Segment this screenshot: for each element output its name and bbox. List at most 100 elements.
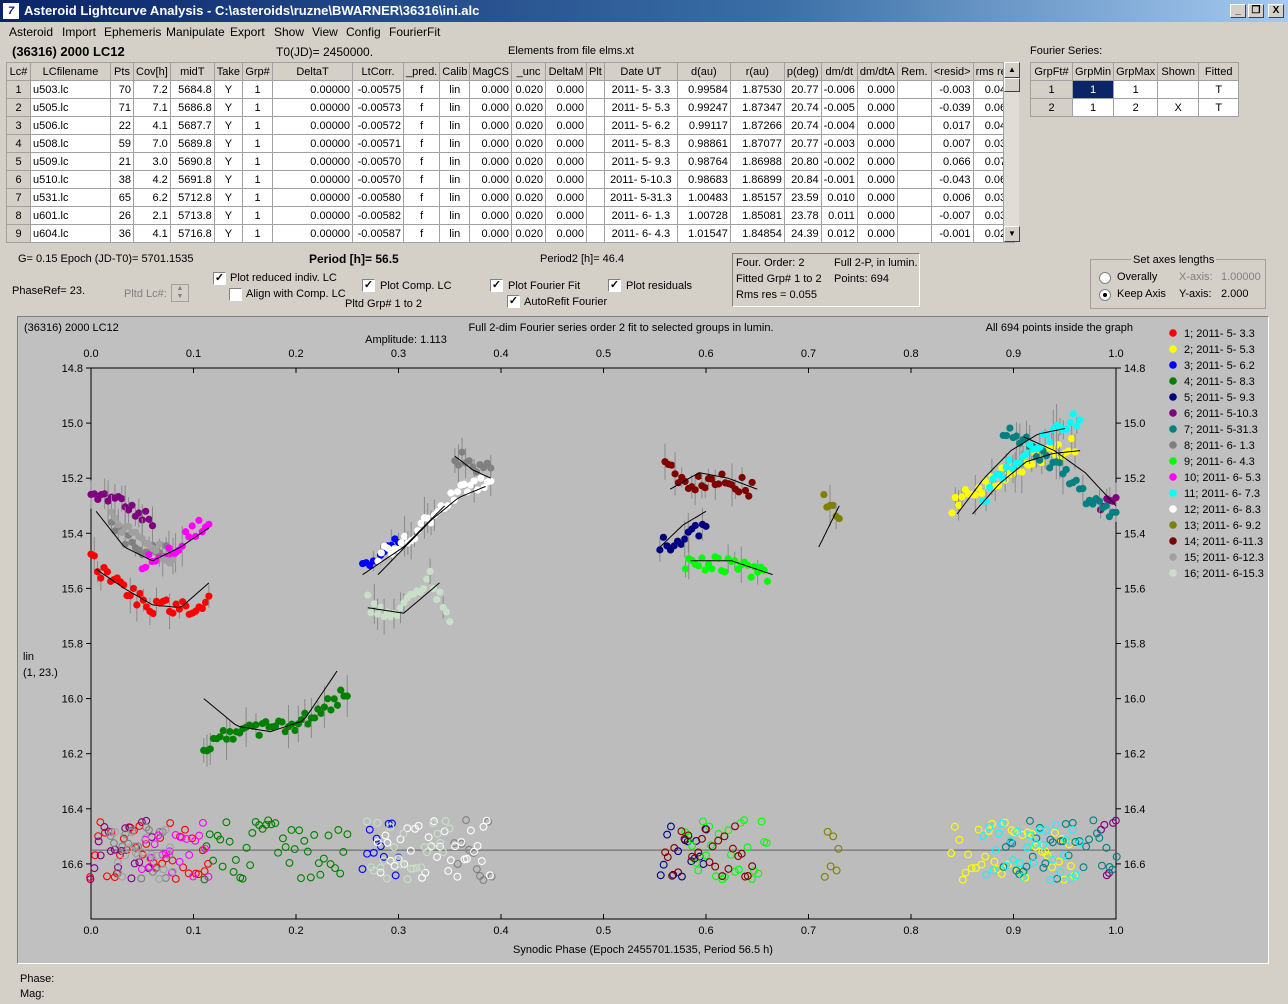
table-cell[interactable]: Y xyxy=(213,116,244,135)
fourier-cell[interactable]: 1 xyxy=(1071,98,1115,117)
table-cell[interactable]: 1.87530 xyxy=(729,80,785,99)
table-cell[interactable]: 0.000 xyxy=(545,170,588,189)
table-cell[interactable]: 0.000 xyxy=(856,134,898,153)
table-cell[interactable]: 0.020 xyxy=(511,134,547,153)
lc-column-header[interactable]: DeltaM xyxy=(545,62,588,81)
table-cell[interactable]: 22 xyxy=(110,116,134,135)
table-cell[interactable]: 23.59 xyxy=(783,188,822,207)
table-cell[interactable]: 59 xyxy=(110,134,134,153)
fourier-column-header[interactable]: GrpMin xyxy=(1071,62,1115,81)
table-cell[interactable]: 0.006 xyxy=(930,188,974,207)
table-cell[interactable]: 0.000 xyxy=(469,152,513,171)
table-cell[interactable]: 2011- 6- 1.3 xyxy=(603,206,678,225)
plot-fourier-checkbox[interactable]: ✓ xyxy=(490,279,503,292)
table-cell[interactable]: lin xyxy=(439,80,471,99)
table-cell[interactable] xyxy=(586,116,605,135)
table-cell[interactable]: 0.017 xyxy=(930,116,974,135)
table-cell[interactable]: u604.lc xyxy=(30,224,111,243)
table-row[interactable]: 9 u604.lc 36 4.1 5716.8 Y 1 0.00000 -0.00587 f lin… xyxy=(6,224,1016,243)
table-cell[interactable]: 2011- 5- 8.3 xyxy=(603,134,678,153)
table-cell[interactable] xyxy=(896,80,932,99)
table-cell[interactable]: 0.00000 xyxy=(272,80,354,99)
table-cell[interactable]: lin xyxy=(439,116,471,135)
table-cell[interactable]: 0.000 xyxy=(469,170,513,189)
table-cell[interactable]: 0.98764 xyxy=(676,152,731,171)
table-cell[interactable]: 71 xyxy=(110,98,134,117)
table-cell[interactable]: 0.000 xyxy=(545,98,588,117)
menu-ephemeris[interactable]: Ephemeris xyxy=(104,25,162,39)
table-cell[interactable] xyxy=(896,206,932,225)
scroll-thumb[interactable] xyxy=(1004,78,1020,92)
table-cell[interactable] xyxy=(896,152,932,171)
table-cell[interactable]: 23.78 xyxy=(783,206,822,225)
table-cell[interactable]: u510.lc xyxy=(30,170,111,189)
table-scrollbar[interactable]: ▲ ▼ xyxy=(1003,62,1020,242)
table-cell[interactable]: 0.00000 xyxy=(272,170,354,189)
table-cell[interactable]: 5684.8 xyxy=(169,80,215,99)
table-cell[interactable]: 0.020 xyxy=(511,98,547,117)
table-cell[interactable]: 65 xyxy=(110,188,134,207)
table-cell[interactable]: 5713.8 xyxy=(169,206,215,225)
table-cell[interactable]: Y xyxy=(213,152,244,171)
table-cell[interactable]: f xyxy=(403,80,441,99)
table-cell[interactable]: 0.000 xyxy=(469,80,513,99)
table-cell[interactable]: -0.043 xyxy=(930,170,974,189)
table-cell[interactable]: 1 xyxy=(242,116,274,135)
table-cell[interactable]: 0.00000 xyxy=(272,206,354,225)
table-cell[interactable]: 0.010 xyxy=(820,188,858,207)
lc-column-header[interactable]: dm/dtA xyxy=(856,62,898,81)
table-cell[interactable]: 0.000 xyxy=(545,134,588,153)
table-cell[interactable]: 1.87077 xyxy=(729,134,785,153)
menu-asteroid[interactable]: Asteroid xyxy=(9,25,54,39)
table-cell[interactable]: 1.85081 xyxy=(729,206,785,225)
table-cell[interactable]: 24.39 xyxy=(783,224,822,243)
table-cell[interactable]: -0.00572 xyxy=(352,116,405,135)
table-cell[interactable]: 5687.7 xyxy=(169,116,215,135)
table-cell[interactable]: 0.000 xyxy=(469,98,513,117)
table-cell[interactable] xyxy=(586,80,605,99)
plot-reduced-checkbox[interactable]: ✓ xyxy=(213,272,226,285)
table-cell[interactable]: 1 xyxy=(242,188,274,207)
table-cell[interactable]: 0.020 xyxy=(511,206,547,225)
lc-column-header[interactable]: Calib xyxy=(439,62,471,81)
lc-column-header[interactable]: Rem. xyxy=(896,62,932,81)
table-cell[interactable]: 0.000 xyxy=(545,224,588,243)
table-cell[interactable]: 6.2 xyxy=(133,188,171,207)
restore-button[interactable]: ❐ xyxy=(1248,4,1264,18)
fourier-column-header[interactable]: Fitted xyxy=(1198,62,1240,81)
menu-view[interactable]: View xyxy=(312,25,338,39)
table-cell[interactable]: 1.00483 xyxy=(676,188,731,207)
table-cell[interactable]: 0.000 xyxy=(545,206,588,225)
table-cell[interactable]: Y xyxy=(213,134,244,153)
table-cell[interactable]: u508.lc xyxy=(30,134,111,153)
table-cell[interactable]: 0.020 xyxy=(511,170,547,189)
table-cell[interactable]: 0.000 xyxy=(469,188,513,207)
table-cell[interactable]: 0.000 xyxy=(856,170,898,189)
lc-column-header[interactable]: Grp# xyxy=(242,62,274,81)
table-cell[interactable]: 0.000 xyxy=(856,188,898,207)
lc-column-header[interactable]: _pred. xyxy=(403,62,441,81)
menu-config[interactable]: Config xyxy=(346,25,381,39)
table-cell[interactable]: 1 xyxy=(242,134,274,153)
table-cell[interactable]: 26 xyxy=(110,206,134,225)
lc-column-header[interactable]: p(deg) xyxy=(783,62,822,81)
table-cell[interactable]: 0.007 xyxy=(930,134,974,153)
lc-column-header[interactable]: r(au) xyxy=(729,62,785,81)
lc-column-header[interactable]: DeltaT xyxy=(272,62,354,81)
menu-fourierfit[interactable]: FourierFit xyxy=(389,25,441,39)
table-cell[interactable]: 3.0 xyxy=(133,152,171,171)
table-cell[interactable] xyxy=(896,188,932,207)
table-cell[interactable]: 5691.8 xyxy=(169,170,215,189)
row-header[interactable]: 5 xyxy=(6,152,31,171)
table-cell[interactable]: 0.000 xyxy=(469,224,513,243)
table-cell[interactable]: 0.020 xyxy=(511,116,547,135)
table-row[interactable]: 6 u510.lc 38 4.2 5691.8 Y 1 0.00000 -0.00570 f lin… xyxy=(6,170,1016,189)
table-cell[interactable] xyxy=(896,134,932,153)
table-cell[interactable]: 2011- 5- 5.3 xyxy=(603,98,678,117)
table-cell[interactable]: 2011- 5-10.3 xyxy=(603,170,678,189)
table-cell[interactable]: 0.98861 xyxy=(676,134,731,153)
fourier-column-header[interactable]: GrpMax xyxy=(1113,62,1159,81)
table-cell[interactable]: -0.003 xyxy=(930,80,974,99)
lc-column-header[interactable]: dm/dt xyxy=(820,62,858,81)
table-cell[interactable]: 0.066 xyxy=(930,152,974,171)
